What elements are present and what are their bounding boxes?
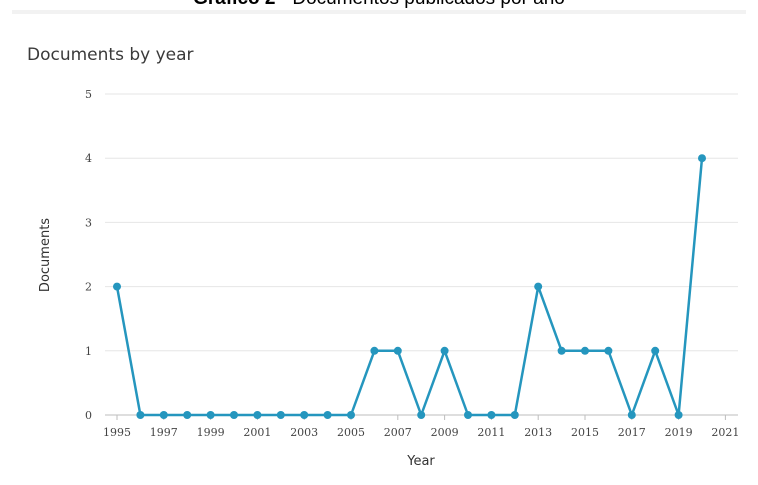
x-tick-label: 2017 bbox=[618, 426, 646, 439]
data-point-1998 bbox=[183, 411, 192, 419]
x-tick-label: 2007 bbox=[384, 426, 412, 439]
data-point-2008 bbox=[417, 411, 426, 419]
x-tick-label: 2003 bbox=[290, 426, 318, 439]
x-tick-label: 2021 bbox=[711, 426, 739, 439]
series-documents bbox=[113, 154, 706, 419]
x-tick-label: 2015 bbox=[571, 426, 599, 439]
x-tick-label: 1995 bbox=[103, 426, 131, 439]
data-point-2013 bbox=[534, 282, 543, 291]
data-point-2019 bbox=[674, 411, 683, 419]
x-tick-label: 2009 bbox=[431, 426, 459, 439]
x-tick-label: 1997 bbox=[150, 426, 178, 439]
data-point-2004 bbox=[323, 411, 332, 419]
x-tick-label: 1999 bbox=[197, 426, 225, 439]
data-point-2016 bbox=[604, 346, 613, 355]
data-point-2007 bbox=[393, 346, 402, 355]
y-tick-label: 2 bbox=[85, 281, 92, 294]
data-point-2015 bbox=[581, 346, 589, 355]
data-point-2003 bbox=[300, 411, 309, 419]
data-point-2009 bbox=[440, 346, 449, 355]
data-point-2001 bbox=[253, 411, 262, 419]
y-axis-ticks: 0 1 2 3 4 5 bbox=[85, 88, 92, 422]
x-tick-label: 2005 bbox=[337, 426, 365, 439]
data-point-1996 bbox=[136, 411, 145, 419]
x-tick-label: 2013 bbox=[524, 426, 552, 439]
y-tick-label: 1 bbox=[85, 345, 92, 358]
gridlines bbox=[105, 93, 738, 416]
data-point-2014 bbox=[557, 346, 566, 355]
data-point-2002 bbox=[276, 411, 285, 419]
x-tick-label: 2011 bbox=[477, 426, 505, 439]
y-tick-label: 0 bbox=[85, 409, 92, 422]
y-tick-label: 4 bbox=[85, 152, 92, 165]
figure-caption-number: Gráfico 2 bbox=[193, 0, 275, 9]
x-axis-label: Year bbox=[406, 454, 435, 469]
y-axis-label: Documents bbox=[38, 218, 53, 292]
data-point-2006 bbox=[370, 346, 379, 355]
data-point-2010 bbox=[464, 411, 472, 419]
x-tick-label: 2019 bbox=[665, 426, 693, 439]
figure-caption: Gráfico 2 - Documentos publicados por añ… bbox=[0, 0, 758, 10]
data-point-2011 bbox=[487, 411, 496, 419]
data-point-2018 bbox=[651, 346, 660, 355]
data-point-1997 bbox=[159, 411, 168, 419]
data-point-2012 bbox=[510, 411, 519, 419]
data-point-2005 bbox=[347, 411, 355, 419]
figure-caption-text: - Documentos publicados por año bbox=[275, 0, 565, 9]
data-point-2017 bbox=[627, 411, 636, 419]
data-point-2000 bbox=[230, 411, 238, 419]
data-point-2020 bbox=[698, 154, 706, 163]
data-point-1999 bbox=[206, 411, 215, 419]
y-tick-label: 3 bbox=[85, 216, 92, 229]
x-tick-label: 2001 bbox=[243, 426, 271, 439]
chart-title: Documents by year bbox=[27, 45, 194, 65]
y-tick-label: 5 bbox=[85, 88, 92, 101]
caption-divider bbox=[12, 10, 746, 14]
x-axis-ticks: 1995 1997 1999 2001 2003 2005 2007 2009 2011 2013… bbox=[103, 415, 739, 439]
data-point-1995 bbox=[113, 282, 121, 291]
